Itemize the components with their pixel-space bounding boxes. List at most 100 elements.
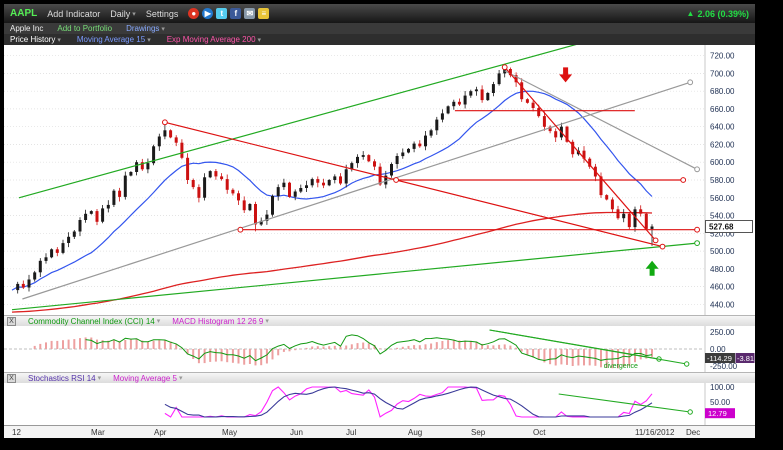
y-axis-label: 250.00 [710,328,735,337]
rising-support-trendline[interactable] [22,81,691,300]
drawing-handle[interactable] [694,226,700,233]
stochrsi-value-badge: 12.79 [705,408,735,419]
y-axis-label: 100.00 [710,383,735,392]
drawing-handle[interactable] [684,361,690,367]
cci-line [85,334,653,362]
ma15-selector[interactable]: Moving Average 15 ▾ [77,35,151,44]
symbol-ticker[interactable]: AAPL [10,8,38,19]
close-stoch-pane-button[interactable]: X [7,373,16,383]
chevron-down-icon: ▾ [57,36,61,44]
chevron-down-icon: ▾ [156,318,161,325]
y-axis-label: 50.00 [710,398,731,407]
svg-text:-3.81: -3.81 [737,354,754,363]
drawing-handle[interactable] [652,237,659,244]
stoch-trendline[interactable] [558,393,691,413]
month-tick-label: Jun [290,428,303,437]
y-axis-label: 720.00 [710,52,735,61]
drawings-label: Drawings [126,24,160,33]
stoch-pane: 100.00 50.00 12.79 [4,383,755,425]
month-tick-label: Sep [471,428,486,437]
falling-resistance-long[interactable] [164,121,663,248]
y-axis-label: 500.00 [710,247,735,256]
drawing-handle[interactable] [694,240,700,247]
month-tick-label: Apr [154,428,167,437]
year-tick-label: 12 [12,428,21,437]
price-history-label: Price History [10,35,56,44]
svg-text:12.79: 12.79 [708,409,727,418]
macd-value-badge: -3.81 [735,353,755,363]
main-toolbar: AAPL Add Indicator Daily ▾ Settings ● ▶ t f ✉… [4,4,755,23]
stoch-chart-canvas[interactable]: 100.00 50.00 12.79 [4,383,755,425]
drawing-handle[interactable] [694,166,700,173]
up-arrow-annotation[interactable] [645,260,659,276]
stochrsi-indicator-label: Stochastics RSI 14 [28,373,96,383]
cci-pane-header: X Commodity Channel Index (CCI) 14 ▾ MACD… [4,315,755,326]
chevron-down-icon: ▾ [257,36,262,44]
price-change-indicator: ▲ 2.06 (0.39%) [687,9,749,19]
price-chart-canvas[interactable]: 720.00 700.00 680.00 660.00 640.00 620.00 600.… [4,45,755,315]
drawing-handle[interactable] [162,119,168,126]
drawing-handle[interactable] [680,177,687,183]
drawing-handle[interactable] [687,79,694,86]
falling-resistance-steep[interactable] [504,66,657,241]
date-tick-label: 11/16/2012 [635,428,675,437]
ma15-line [11,90,653,291]
cci-value-badge: -114.29 [705,353,735,363]
stock-chart-app: AAPL Add Indicator Daily ▾ Settings ● ▶ t f ✉… [4,4,755,438]
y-axis-label: 0.00 [710,345,726,354]
macd-indicator-selector[interactable]: MACD Histogram 12 26 9 ▾ [172,317,269,326]
month-tick-label: Dec [686,428,701,437]
month-tick-label: May [222,428,238,437]
ma15-label: Moving Average 15 [76,35,146,44]
settings-button[interactable]: Settings [145,8,179,19]
last-price-badge: 527.68 [705,220,753,233]
y-axis-label: 640.00 [710,123,735,132]
link-icon[interactable]: ▶ [202,8,214,19]
down-arrow-annotation[interactable] [559,67,573,83]
divergence-label: divergence [604,363,638,370]
drawing-handle[interactable] [687,409,693,415]
facebook-icon[interactable]: f [230,8,242,19]
macd-indicator-label: MACD Histogram 12 26 9 [172,316,264,326]
rising-channel-lower[interactable] [11,242,698,311]
price-chart-pane: 720.00 700.00 680.00 660.00 640.00 620.00 600.… [4,45,755,315]
stoch-pane-header: X Stochastics RSI 14 ▾ Moving Average 5 ▾ [4,372,755,383]
stochrsi-indicator-selector[interactable]: Stochastics RSI 14 ▾ [28,374,101,383]
time-axis: 12 Mar Apr May Jun Jul Aug Sep Oct Dec 11/16/2012 [4,425,755,438]
change-text: 2.06 (0.39%) [697,8,749,19]
add-indicator-button[interactable]: Add Indicator [47,8,101,19]
stochrsi-line [164,386,653,418]
drawing-handle[interactable] [393,177,400,183]
cci-chart-canvas[interactable]: divergence 250.00 0.00 -250.00-114.29 -3.81 [4,326,755,372]
rising-channel-upper[interactable] [18,45,697,199]
email-icon[interactable]: ✉ [244,8,256,19]
notes-icon[interactable]: ≡ [258,8,270,19]
ema200-selector[interactable]: Exp Moving Average 200 ▾ [167,35,261,44]
series-labels-bar: Price History ▾ Moving Average 15 ▾ Exp Mo… [4,34,755,45]
y-axis-label: 480.00 [710,265,735,274]
divergence-trendline[interactable] [489,329,687,365]
cci-indicator-selector[interactable]: Commodity Channel Index (CCI) 14 ▾ [28,317,160,326]
stoch-ma-indicator-selector[interactable]: Moving Average 5 ▾ [113,374,182,383]
y-axis-label: 660.00 [710,105,735,114]
falling-gray-trendline[interactable] [504,70,698,170]
month-tick-label: Mar [91,428,105,437]
y-axis-label: 460.00 [710,283,735,292]
up-arrow-icon: ▲ [686,9,695,18]
close-cci-pane-button[interactable]: X [7,316,16,326]
drawings-menu-button[interactable]: Drawings ▾ [126,24,165,33]
symbol-subheader: Apple Inc Add to Portfolio Drawings ▾ [4,23,755,34]
drawing-handle[interactable] [237,226,244,233]
timeframe-dropdown[interactable]: Daily ▾ [110,9,136,19]
y-axis-label: 540.00 [710,212,735,221]
cci-indicator-label: Commodity Channel Index (CCI) 14 [28,316,155,326]
add-to-portfolio-button[interactable]: Add to Portfolio [57,24,113,33]
chevron-down-icon: ▾ [161,25,165,33]
stoch-ma-indicator-label: Moving Average 5 [113,373,178,383]
drawing-handle[interactable] [659,243,666,250]
snapshot-icon[interactable]: ● [188,8,200,19]
drawing-handle[interactable] [501,64,508,71]
price-history-selector[interactable]: Price History ▾ [10,35,61,44]
y-axis-label: 600.00 [710,158,735,167]
twitter-icon[interactable]: t [216,8,228,19]
